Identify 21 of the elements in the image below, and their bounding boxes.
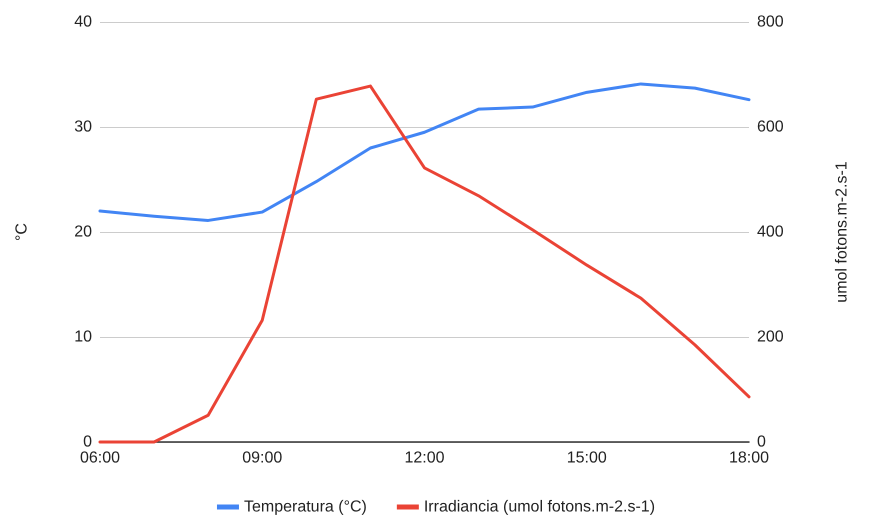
legend-label: Irradiancia (umol fotons.m-2.s-1) [424,498,656,516]
y-tick-label: 30 [74,118,92,136]
y-tick-label: 10 [74,328,92,346]
x-tick-label: 15:00 [566,450,607,466]
line-series [98,82,750,222]
line-series [98,84,750,444]
x-tick-label: 18:00 [728,450,770,466]
y2-tick-label: 200 [757,328,784,346]
y2-tick-label: 800 [757,14,784,30]
x-tick-label: 09:00 [242,450,282,466]
y-tick-label: 0 [83,434,92,450]
y2-axis-title: umol fotons.m-2.s-1 [834,161,850,303]
y-tick-label: 20 [74,224,92,240]
x-tick-label: 06:00 [80,450,120,466]
x-tick-label: 12:00 [404,450,445,466]
legend-label: Temperatura (°C) [244,498,367,516]
y2-tick-label: 600 [757,118,784,136]
y2-tick-label: 400 [757,224,784,240]
y2-tick-label: 0 [757,434,766,450]
y-axis-title: °C [14,223,30,241]
y-tick-label: 40 [74,14,92,30]
